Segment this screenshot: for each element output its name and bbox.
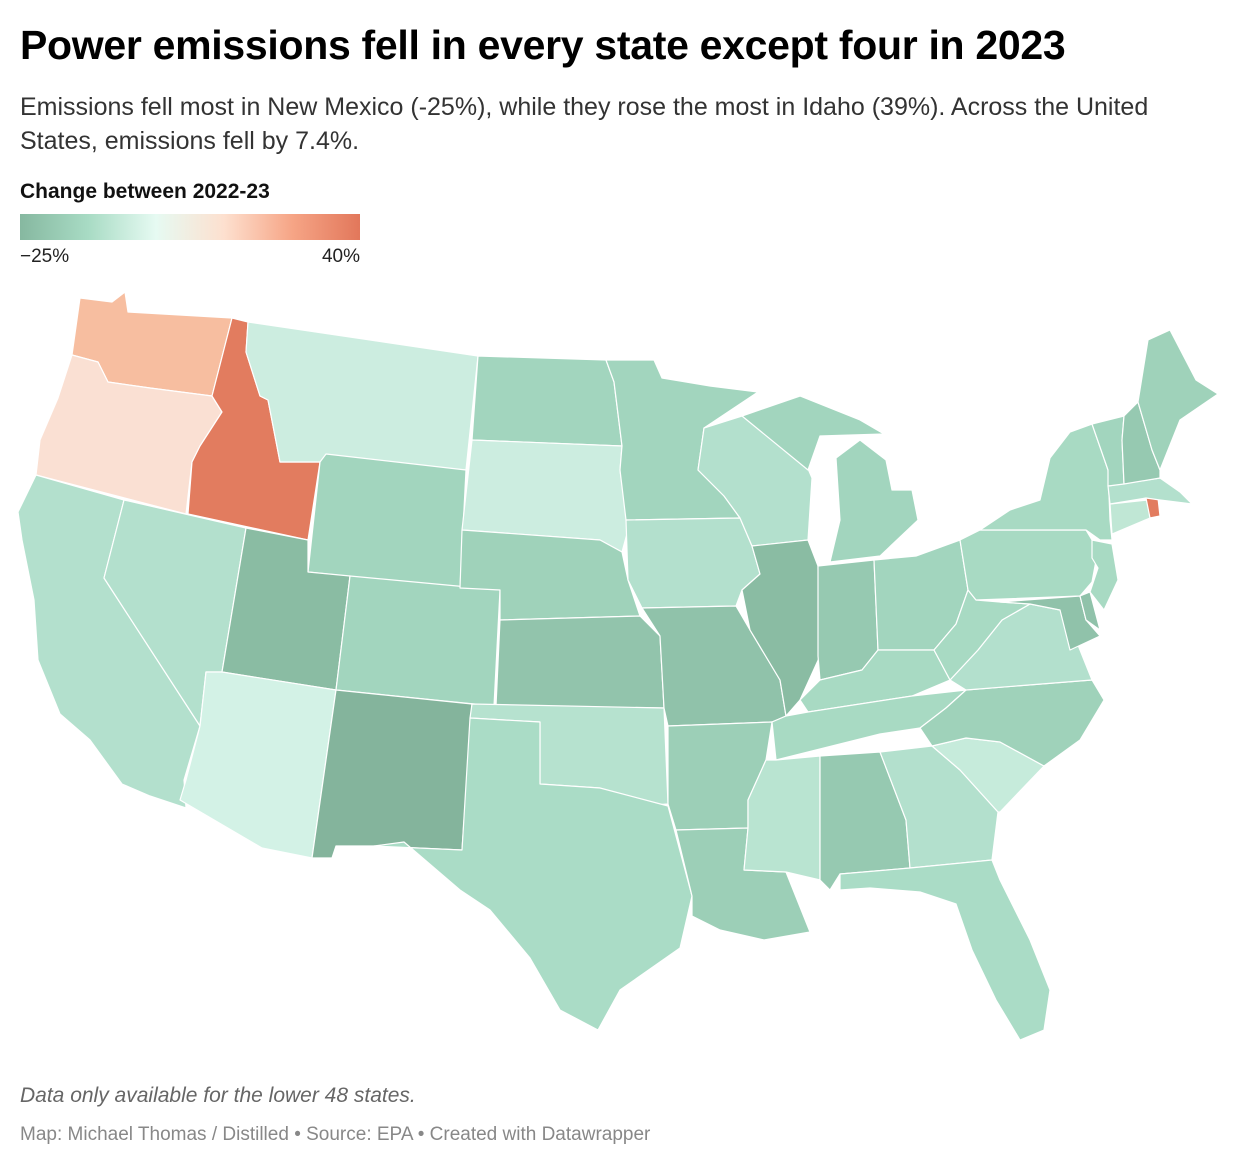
state-wy[interactable]: Wyoming bbox=[307, 453, 467, 589]
legend-title: Change between 2022-23 bbox=[20, 180, 270, 203]
state-az[interactable]: Arizona bbox=[179, 671, 337, 859]
state-ia[interactable]: Iowa bbox=[625, 517, 761, 609]
state-tx[interactable]: Texas bbox=[373, 717, 693, 1031]
state-co[interactable]: Colorado bbox=[335, 575, 501, 707]
state-fl[interactable]: Florida bbox=[839, 859, 1051, 1041]
legend-color-scale bbox=[20, 214, 360, 240]
state-ny[interactable]: New York bbox=[979, 423, 1113, 541]
state-mi[interactable]: Michigan bbox=[741, 395, 919, 563]
state-nj[interactable]: New Jersey bbox=[1089, 539, 1119, 611]
us-states-map: Washington Oregon California Idaho Nevad… bbox=[17, 291, 1219, 1041]
data-note: Data only available for the lower 48 sta… bbox=[20, 1084, 416, 1107]
legend-min-label: −25% bbox=[20, 246, 70, 267]
source-credit: Map: Michael Thomas / Distilled • Source… bbox=[20, 1124, 651, 1145]
state-nc[interactable]: North Carolina bbox=[919, 679, 1105, 767]
state-ct[interactable]: Connecticut bbox=[1109, 499, 1151, 535]
state-de[interactable]: Delaware bbox=[1079, 591, 1101, 631]
state-pa[interactable]: Pennsylvania bbox=[959, 529, 1099, 601]
chart-subtitle: Emissions fell most in New Mexico (-25%)… bbox=[20, 93, 1149, 155]
state-me[interactable]: Maine bbox=[1137, 329, 1219, 471]
state-nd[interactable]: North Dakota bbox=[471, 355, 623, 447]
state-ks[interactable]: Kansas bbox=[495, 615, 665, 709]
chart-title: Power emissions fell in every state exce… bbox=[20, 22, 1066, 68]
legend-max-label: 40% bbox=[321, 246, 360, 267]
state-ma[interactable]: Massachusetts bbox=[1107, 477, 1193, 505]
state-mt[interactable]: Montana bbox=[245, 321, 479, 471]
state-nm[interactable]: New Mexico bbox=[311, 689, 473, 859]
